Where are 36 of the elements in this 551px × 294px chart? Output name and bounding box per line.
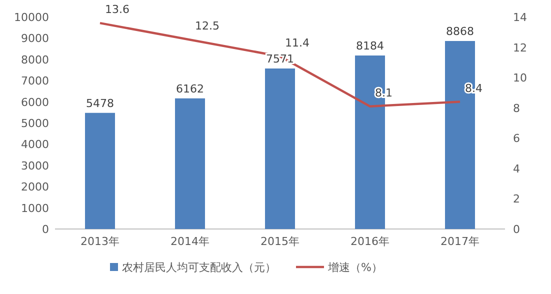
y2-tick-label: 0 (513, 223, 520, 236)
y-tick-label: 6000 (21, 96, 49, 109)
y-tick-label: 0 (42, 223, 49, 236)
data-label: 5478 (86, 96, 114, 110)
legend-label: 增速（%） (327, 261, 382, 274)
y-tick-label: 4000 (21, 138, 49, 152)
data-label: 8184 (356, 40, 384, 52)
y2-tick-label: 2 (513, 192, 520, 206)
y-tick-label: 10000 (14, 11, 49, 24)
legend-label: 农村居民人均可支配收入（元） (122, 261, 276, 274)
y2-tick-label: 8 (513, 102, 520, 115)
y2-tick-label: 12 (513, 41, 527, 54)
bar (175, 98, 205, 229)
y2-tick-label: 10 (513, 72, 527, 85)
data-label: 6162 (176, 82, 204, 96)
y-tick-label: 8000 (21, 53, 49, 66)
bar (85, 112, 115, 229)
y2-tick-label: 14 (513, 11, 527, 24)
x-tick-label: 2016年 (350, 235, 390, 248)
data-label: 11.4 (285, 36, 310, 50)
y-tick-label: 5000 (21, 117, 49, 130)
data-label: 8868 (446, 25, 474, 38)
y-tick-label: 7000 (21, 74, 49, 88)
bar (265, 68, 295, 229)
x-tick-label: 2015年 (260, 235, 300, 248)
y-tick-label: 1000 (21, 202, 49, 215)
y2-tick-label: 6 (513, 132, 520, 146)
x-tick-label: 2014年 (170, 235, 210, 248)
data-label: 13.6 (105, 3, 130, 16)
y-tick-label: 9000 (21, 32, 49, 46)
y-tick-label: 2000 (21, 180, 49, 194)
y-tick-label: 3000 (21, 159, 49, 172)
x-tick-label: 2017年 (440, 235, 480, 248)
data-label: 12.5 (195, 20, 220, 33)
y2-tick-label: 4 (513, 162, 520, 176)
x-tick-label: 2013年 (80, 235, 120, 248)
